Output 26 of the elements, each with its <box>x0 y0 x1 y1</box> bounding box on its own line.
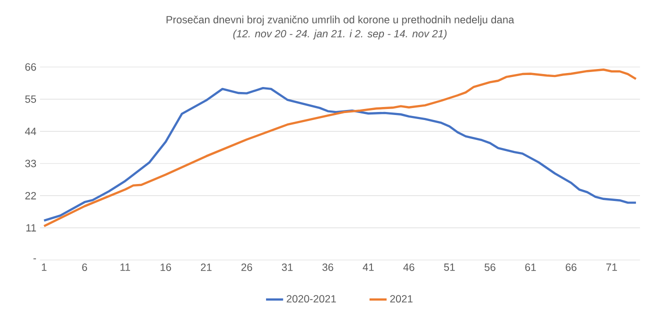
x-tick-label: 56 <box>484 264 496 271</box>
y-tick-label: 55 <box>25 96 36 103</box>
x-tick-label: 36 <box>322 264 334 271</box>
x-tick-label: 6 <box>82 264 88 271</box>
y-tick-label: - <box>33 258 36 260</box>
legend-label: 2021 <box>390 295 413 303</box>
y-tick-label: 11 <box>26 224 36 232</box>
y-tick-label: 22 <box>25 192 36 200</box>
y-tick-label: 44 <box>25 128 36 135</box>
x-tick-label: 21 <box>200 264 212 271</box>
x-tick-label: 66 <box>566 264 576 271</box>
y-tick-label: 33 <box>25 160 36 168</box>
x-tick-label: 61 <box>525 264 536 271</box>
x-tick-label: 71 <box>606 264 617 271</box>
chart-title: Prosečan dnevni broj zvanično umrlih od korone u prethodnih nedelju dana <box>166 16 514 26</box>
x-tick-label: 16 <box>160 264 172 271</box>
x-tick-label: 41 <box>362 264 374 271</box>
x-tick-label: 11 <box>120 264 130 271</box>
x-tick-label: 31 <box>282 264 293 271</box>
x-tick-label: 26 <box>241 264 252 271</box>
chart-subtitle: (12. nov 20 - 24. jan 21. i 2. sep - 14. nov 21) <box>233 30 447 40</box>
legend-label: 2020-2021 <box>286 295 336 303</box>
x-tick-label: 46 <box>403 264 414 271</box>
y-tick-label: 66 <box>25 63 36 71</box>
x-tick-label: 51 <box>444 264 455 271</box>
x-tick-label: 1 <box>42 264 46 271</box>
